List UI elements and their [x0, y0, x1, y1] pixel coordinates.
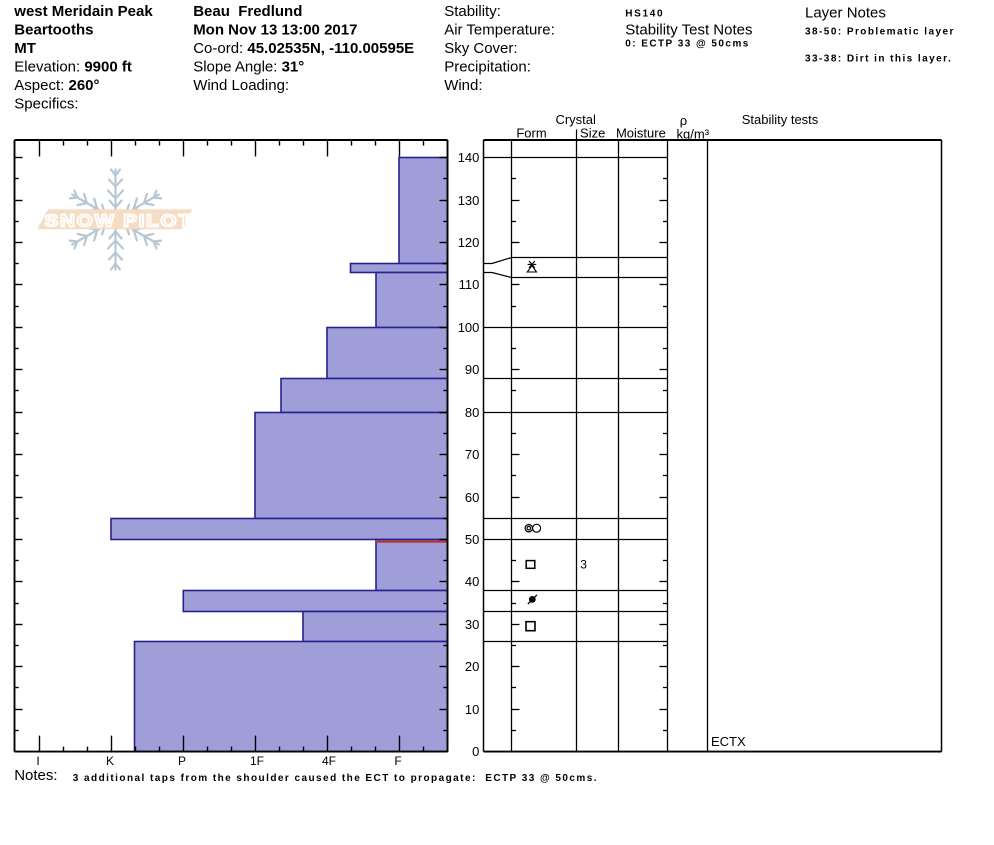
svg-text:30: 30: [465, 617, 479, 632]
svg-text:Air Temperature:: Air Temperature:: [444, 21, 555, 38]
svg-text:ECTX: ECTX: [711, 734, 746, 749]
svg-text:Wind Loading:: Wind Loading:: [193, 77, 289, 94]
svg-text:20: 20: [465, 659, 479, 674]
svg-text:Stability Test Notes: Stability Test Notes: [625, 21, 752, 38]
svg-text:100: 100: [458, 320, 480, 335]
svg-text:Moisture: Moisture: [616, 126, 666, 141]
svg-text:0: 0: [472, 744, 479, 759]
svg-text:38-50: Problematic layer: 38-50: Problematic layer: [805, 26, 955, 37]
svg-text:Size: Size: [580, 126, 605, 141]
svg-text:Notes:: Notes:: [14, 767, 57, 784]
svg-text:Elevation: 9900 ft: Elevation: 9900 ft: [14, 58, 132, 75]
svg-text:Beau Fredlund: Beau Fredlund: [193, 3, 302, 20]
svg-text:3 additional taps from the sho: 3 additional taps from the shoulder caus…: [73, 773, 598, 784]
svg-text:I: I: [36, 754, 39, 768]
svg-text:80: 80: [465, 405, 479, 420]
svg-text:10: 10: [465, 702, 479, 717]
svg-text:Stability tests: Stability tests: [742, 112, 819, 127]
svg-text:Sky Cover:: Sky Cover:: [444, 40, 517, 57]
svg-text:130: 130: [458, 193, 480, 208]
svg-text:Co-ord: 45.02535N, -110.00595E: Co-ord: 45.02535N, -110.00595E: [193, 40, 414, 57]
svg-text:Beartooths: Beartooths: [14, 21, 93, 38]
svg-text:0: ECTP 33 @ 50cms: 0: ECTP 33 @ 50cms: [625, 39, 750, 50]
svg-text:HS140: HS140: [625, 8, 664, 19]
svg-text:60: 60: [465, 490, 479, 505]
svg-text:Crystal: Crystal: [555, 112, 596, 127]
svg-text:120: 120: [458, 235, 480, 250]
svg-text:F: F: [394, 754, 401, 768]
svg-text:110: 110: [459, 277, 480, 292]
svg-text:SNOW PILOT: SNOW PILOT: [44, 211, 192, 231]
svg-text:3: 3: [580, 558, 587, 572]
svg-text:P: P: [178, 754, 186, 768]
svg-text:90: 90: [465, 362, 479, 377]
svg-text:Form: Form: [516, 126, 546, 141]
svg-text:K: K: [106, 754, 114, 768]
svg-text:MT: MT: [14, 40, 36, 57]
svg-text:40: 40: [465, 574, 479, 589]
svg-text:Slope Angle: 31°: Slope Angle: 31°: [193, 58, 304, 75]
svg-text:50: 50: [465, 532, 479, 547]
svg-text:4F: 4F: [322, 754, 336, 768]
svg-text:Layer Notes: Layer Notes: [805, 5, 886, 22]
svg-text:Specifics:: Specifics:: [14, 95, 78, 112]
svg-text:Aspect: 260°: Aspect: 260°: [14, 77, 99, 94]
svg-text:west Meridain Peak: west Meridain Peak: [13, 3, 153, 20]
svg-text:1F: 1F: [250, 754, 264, 768]
svg-text:70: 70: [465, 447, 479, 462]
svg-text:Precipitation:: Precipitation:: [444, 58, 531, 75]
svg-text:ρ: ρ: [680, 113, 687, 128]
svg-text:140: 140: [458, 150, 480, 165]
svg-text:kg/m³: kg/m³: [677, 127, 710, 142]
svg-text:33-38: Dirt in this layer.: 33-38: Dirt in this layer.: [805, 53, 952, 64]
svg-text:Stability:: Stability:: [444, 3, 501, 20]
svg-text:Wind:: Wind:: [444, 77, 482, 94]
svg-text:Mon Nov 13 13:00 2017: Mon Nov 13 13:00 2017: [193, 21, 357, 38]
